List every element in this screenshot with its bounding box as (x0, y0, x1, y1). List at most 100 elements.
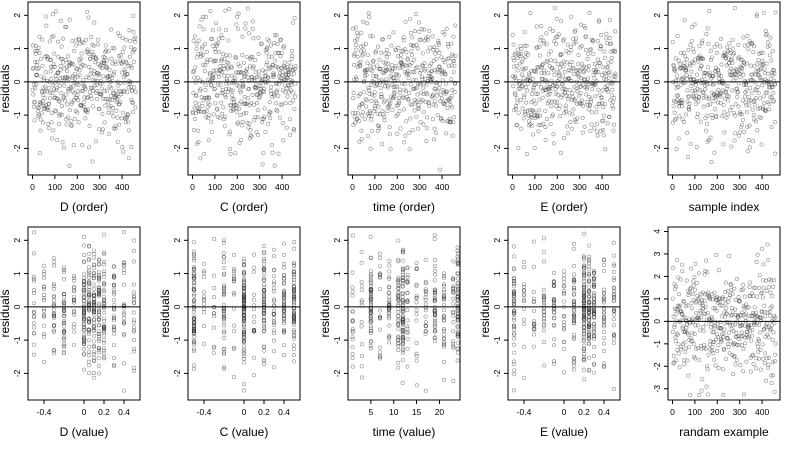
scatter-point (405, 336, 410, 341)
scatter-point (71, 325, 76, 330)
scatter-point (414, 42, 419, 47)
scatter-point (432, 45, 437, 50)
scatter-point (101, 316, 106, 321)
scatter-point (767, 310, 772, 315)
scatter-point (224, 52, 229, 57)
scatter-point (760, 105, 765, 110)
scatter-point (191, 342, 196, 347)
y-tick-label: 1 (652, 296, 662, 301)
scatter-point (684, 57, 689, 62)
scatter-point (292, 16, 297, 21)
scatter-point (284, 125, 289, 130)
scatter-point (433, 99, 438, 104)
scatter-point (92, 308, 97, 313)
scatter-point (129, 145, 134, 150)
scatter-point (37, 34, 42, 39)
scatter-point (82, 253, 87, 258)
scatter-point (397, 87, 402, 92)
scatter-point (350, 364, 355, 369)
scatter-point (419, 74, 424, 79)
scatter-point (365, 60, 370, 65)
scatter-point (397, 66, 402, 71)
scatter-point (96, 309, 101, 314)
scatter-point (368, 146, 373, 151)
scatter-point (425, 92, 430, 97)
scatter-point (77, 68, 82, 73)
scatter-point (750, 107, 755, 112)
scatter-point (241, 310, 246, 315)
scatter-point (758, 50, 763, 55)
scatter-point (443, 72, 448, 77)
scatter-point (398, 52, 403, 57)
scatter-point (602, 102, 607, 107)
scatter-point (279, 66, 284, 71)
scatter-point (755, 128, 760, 133)
scatter-point (762, 360, 767, 365)
scatter-point (238, 71, 243, 76)
scatter-point (441, 287, 446, 292)
y-axis-label: residuals (0, 64, 12, 112)
scatter-point (414, 341, 419, 346)
scatter-point (598, 43, 603, 48)
scatter-point (253, 58, 258, 63)
scatter-point (263, 80, 268, 85)
scatter-point (101, 325, 106, 330)
scatter-point (387, 316, 392, 321)
scatter-point (395, 131, 400, 136)
scatter-point (587, 107, 592, 112)
scatter-point (232, 271, 237, 276)
scatter-point (727, 254, 732, 259)
scatter-point (555, 99, 560, 104)
scatter-point (282, 280, 287, 285)
scatter-point (105, 58, 110, 63)
scatter-point (531, 344, 536, 349)
scatter-point (396, 73, 401, 78)
scatter-point (51, 256, 56, 261)
scatter-point (607, 69, 612, 74)
scatter-point (388, 147, 393, 152)
scatter-point (724, 86, 729, 91)
scatter-point (758, 96, 763, 101)
scatter-point (132, 46, 137, 51)
scatter-point (32, 310, 37, 315)
scatter-point (689, 39, 694, 44)
scatter-point (562, 69, 567, 74)
scatter-point (291, 20, 296, 25)
scatter-point (218, 64, 223, 69)
scatter-point (84, 75, 89, 80)
scatter-point (559, 19, 564, 24)
scatter-point (62, 343, 67, 348)
scatter-point (82, 272, 87, 277)
scatter-point (75, 89, 80, 94)
scatter-point (122, 67, 127, 72)
scatter-point (451, 119, 456, 124)
scatter-point (406, 76, 411, 81)
scatter-point (761, 285, 766, 290)
scatter-point (250, 93, 255, 98)
scatter-point (131, 13, 136, 18)
scatter-point (367, 109, 372, 114)
scatter-point (448, 96, 453, 101)
scatter-point (601, 113, 606, 118)
scatter-point (52, 51, 57, 56)
scatter-point (531, 98, 536, 103)
scatter-point (86, 290, 91, 295)
scatter-point (281, 302, 286, 307)
scatter-point (580, 130, 585, 135)
scatter-point (241, 351, 246, 356)
scatter-point (211, 68, 216, 73)
scatter-point (403, 19, 408, 24)
scatter-point (112, 70, 117, 75)
scatter-point (121, 282, 126, 287)
scatter-point (127, 128, 132, 133)
scatter-point (747, 123, 752, 128)
scatter-point (677, 365, 682, 370)
scatter-point (741, 72, 746, 77)
scatter-point (751, 50, 756, 55)
scatter-point (688, 63, 693, 68)
scatter-point (202, 294, 207, 299)
scatter-point (512, 52, 517, 57)
scatter-point (93, 139, 98, 144)
scatter-point (769, 125, 774, 130)
scatter-point (720, 88, 725, 93)
